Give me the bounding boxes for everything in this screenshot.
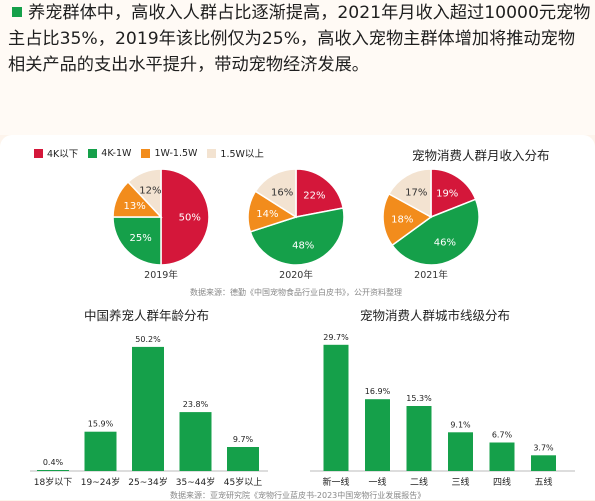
pie-slice [249,207,345,266]
bar [37,470,69,471]
bar [531,455,556,471]
x-tick-label: 四线 [493,476,511,488]
bar-value-label: 9.7% [233,435,254,444]
pie-slice [254,168,297,219]
bar-value-label: 23.8% [183,400,209,409]
pie-slice [295,168,345,218]
x-tick-label: 19~24岁 [81,476,120,488]
legend-swatch-beige [207,148,217,158]
bar-value-label: 15.3% [406,394,432,403]
legend-item: 1W-1.5W [141,146,197,160]
x-tick-label: 二线 [410,476,428,488]
pie-chart-title: 宠物消费人群月收入分布 [412,148,550,163]
legend-item: 1.5W以上 [207,146,264,160]
bar [84,431,117,471]
x-tick-label: 一线 [368,476,386,488]
city-bar-chart: 29.7% 新一线 16.9% 一线 15.3% 二线 9.1% 三线 6.7% 四线 3.7% 五线 [310,333,575,488]
pie-slice-label: 19% [436,189,458,200]
pie-slice [387,168,432,219]
pie-slice-label: 46% [434,238,456,249]
pie-slice-label: 48% [292,240,314,251]
bar-value-label: 29.7% [323,333,349,342]
bar [323,344,349,471]
bar [132,346,164,471]
legend-item: 4K-1W [88,146,131,160]
bar [227,447,259,471]
x-tick-label: 三线 [451,476,469,488]
legend-swatch-orange [141,148,151,158]
bar-value-label: 3.7% [533,443,554,452]
bar [365,399,390,471]
pie-slice [391,198,480,266]
age-bar-chart: 0.4% 18岁以下 15.9% 19~24岁 50.2% 25~34岁 23.8% 35~4… [30,335,268,488]
pie-legend: 4K以下 4K-1W 1W-1.5W 1.5W以上 [34,146,264,160]
pie-slice-label: 14% [256,209,278,220]
x-tick-label: 25~34岁 [128,476,167,488]
bar-value-label: 15.9% [88,420,114,429]
bar [448,432,473,471]
pie-slice-label: 18% [391,214,413,225]
pie-slice [382,192,433,247]
x-tick-label: 45岁以上 [224,476,262,488]
bar-value-label: 0.4% [43,458,64,467]
legend-item: 4K以下 [34,146,78,160]
x-tick-label: 新一线 [322,476,349,488]
pie-slice [127,168,162,219]
x-tick-label: 18岁以下 [34,476,72,488]
pie-slice-label: 17% [405,188,427,199]
pie-year-label: 2021年 [414,269,448,281]
pie-slice-label: 13% [123,201,145,212]
city-chart-title: 宠物消费人群城市线级分布 [360,308,511,323]
pie-slice [430,168,477,219]
pie-slice-label: 50% [179,213,201,224]
pie-charts: 50% 25% 13% 12% 2019年 22% 48% 14% 16% 2020年 19% 46%… [112,168,480,281]
bar [489,442,515,471]
bullet-icon [12,7,22,17]
bar [179,412,212,471]
source-note-1: 数据来源：德勤《中国宠物食品行业白皮书》，公开资料整理 [190,288,402,297]
pie-slice [112,216,162,266]
legend-swatch-green [88,148,98,158]
intro-section: 养宠群体中，高收入人群占比逐渐提高，2021年月收入超过10000元宠物主占比3… [0,0,595,135]
legend-label: 1.5W以上 [220,149,264,160]
legend-swatch-red [34,148,43,158]
pie-slice [160,168,210,266]
pie-year-label: 2019年 [144,269,178,281]
pie-year-label: 2020年 [279,269,313,281]
pie-slice-label: 22% [303,190,325,201]
bar [406,406,432,471]
bar-value-label: 50.2% [135,335,161,344]
legend-label: 4K以下 [47,149,79,160]
age-chart-title: 中国养宠人群年龄分布 [84,308,210,323]
legend-label: 1W-1.5W [154,147,198,159]
source-note-2: 数据来源：亚宠研究院《宠物行业蓝皮书-2023中国宠物行业发展报告》 [170,491,426,500]
pie-slice-label: 25% [129,233,151,244]
legend-label: 4K-1W [101,147,132,159]
x-tick-label: 五线 [534,476,552,488]
x-tick-label: 35~44岁 [176,476,215,488]
bar-value-label: 9.1% [450,420,471,429]
bar-value-label: 16.9% [365,387,391,396]
pie-slice-label: 16% [271,187,293,198]
pie-slice-label: 12% [139,186,161,197]
intro-paragraph: 养宠群体中，高收入人群占比逐渐提高，2021年月收入超过10000元宠物主占比3… [8,3,591,75]
bar-value-label: 6.7% [492,431,513,440]
